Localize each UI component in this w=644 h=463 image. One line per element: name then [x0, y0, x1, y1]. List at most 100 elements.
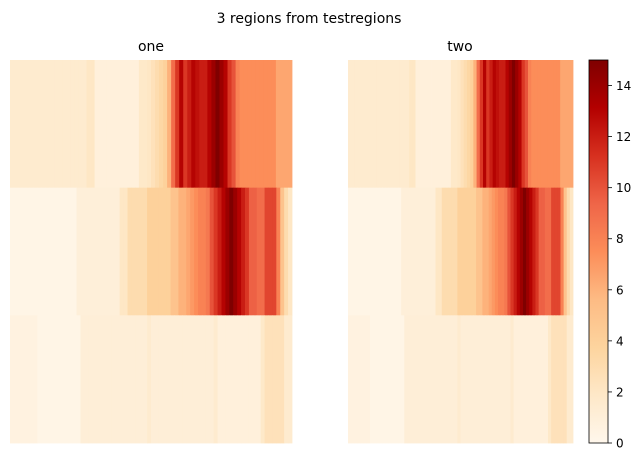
heatmap-cell [66, 60, 71, 189]
heatmap-panel-one: one [10, 39, 293, 444]
heatmap-cell [227, 60, 232, 189]
heatmap-cell [127, 187, 132, 316]
heatmap-cell [354, 187, 358, 316]
heatmap-cell [444, 60, 449, 189]
heatmap-cell [54, 60, 59, 189]
heatmap-cell [122, 60, 128, 189]
heatmap-cell [547, 60, 551, 189]
heatmap-cell [72, 187, 77, 316]
heatmap-cell [90, 60, 95, 189]
heatmap-cell [463, 315, 468, 444]
heatmap-cell [217, 187, 222, 316]
heatmap-cell [33, 315, 38, 444]
heatmap-cell [135, 315, 140, 444]
heatmap-cell [489, 60, 494, 189]
heatmap-cell [284, 187, 289, 316]
heatmap-cell [229, 187, 234, 316]
heatmap-cell [532, 315, 536, 444]
heatmap-cell [68, 315, 74, 444]
heatmap-cell [551, 187, 555, 316]
heatmap-cell [155, 60, 160, 189]
heatmap-cell [363, 315, 368, 444]
heatmap-cell [151, 315, 156, 444]
heatmap-cell [382, 315, 386, 444]
heatmap-cell [159, 60, 164, 189]
heatmap-cell [111, 315, 117, 444]
heatmap-cell [538, 315, 543, 444]
heatmap-cell [256, 315, 262, 444]
heatmap-cell [466, 315, 471, 444]
heatmap-cell [280, 315, 285, 444]
heatmap-cell [143, 187, 148, 316]
heatmap-cell [398, 187, 402, 316]
heatmap-cell [376, 60, 381, 189]
heatmap-cell [166, 315, 171, 444]
heatmap-cell [537, 60, 542, 189]
heatmap-cell [119, 187, 124, 316]
heatmap-cell [209, 187, 215, 316]
heatmap-cell [357, 60, 362, 189]
heatmap-cell [385, 315, 390, 444]
heatmap-cell [96, 187, 101, 316]
heatmap-cell [102, 60, 108, 189]
heatmap-cell [245, 187, 250, 316]
heatmap-cell [174, 187, 179, 316]
heatmap-cell [243, 60, 249, 189]
heatmap-cell [115, 187, 121, 316]
heatmap-cell [18, 60, 23, 189]
heatmap-cell [360, 187, 365, 316]
heatmap-cell [491, 315, 496, 444]
heatmap-cell [394, 315, 399, 444]
heatmap-cell [123, 315, 128, 444]
heatmap-cell [404, 315, 408, 444]
heatmap-cell [479, 187, 483, 316]
colorbar: 0 2 4 6 8 10 12 14 [588, 59, 631, 451]
heatmap-cell [98, 60, 104, 189]
heatmap-cell [485, 187, 490, 316]
heatmap-cell [213, 315, 218, 444]
heatmap-cell [488, 315, 493, 444]
heatmap-cell [158, 187, 164, 316]
heatmap-cell [201, 315, 207, 444]
heatmap-cell [272, 315, 277, 444]
heatmap-cell [379, 187, 383, 316]
heatmap-cell [482, 315, 486, 444]
heatmap-cell [569, 187, 574, 316]
heatmap-cell [457, 187, 461, 316]
heatmap-cell [383, 60, 387, 189]
heatmap-cell [507, 187, 511, 316]
heatmap-cell [448, 315, 452, 444]
heatmap-cell [221, 187, 226, 316]
heatmap-cell [470, 60, 474, 189]
colorbar-tick-label: 4 [616, 334, 624, 348]
heatmap-cell [10, 315, 15, 444]
heatmap-cell [139, 187, 144, 316]
heatmap-cell [451, 315, 455, 444]
heatmap-cell [444, 315, 449, 444]
heatmap-cell [147, 187, 152, 316]
heatmap-cell [450, 60, 455, 189]
heatmap-cell [388, 315, 393, 444]
heatmap-cell [138, 60, 144, 189]
heatmap-cell [563, 60, 567, 189]
heatmap-cell [245, 315, 250, 444]
heatmap-cell [401, 315, 405, 444]
heatmap-cell [64, 315, 70, 444]
heatmap-cell [432, 315, 436, 444]
heatmap-cell [396, 60, 400, 189]
heatmap-cell [382, 187, 386, 316]
heatmap-cell [398, 315, 402, 444]
panel-title-one: one [138, 39, 164, 55]
heatmap-cell [151, 187, 156, 316]
heatmap-cell [174, 315, 179, 444]
heatmap-cell [199, 60, 204, 189]
heatmap-cell [553, 60, 558, 189]
heatmap-cell [435, 315, 440, 444]
heatmap-cell [511, 60, 516, 189]
heatmap-cell [423, 187, 427, 316]
heatmap-cell [107, 187, 113, 316]
heatmap-cell [460, 60, 465, 189]
colorbar-tick-label: 8 [616, 232, 624, 246]
heatmap-cell [13, 187, 19, 316]
heatmap-cell [402, 60, 407, 189]
